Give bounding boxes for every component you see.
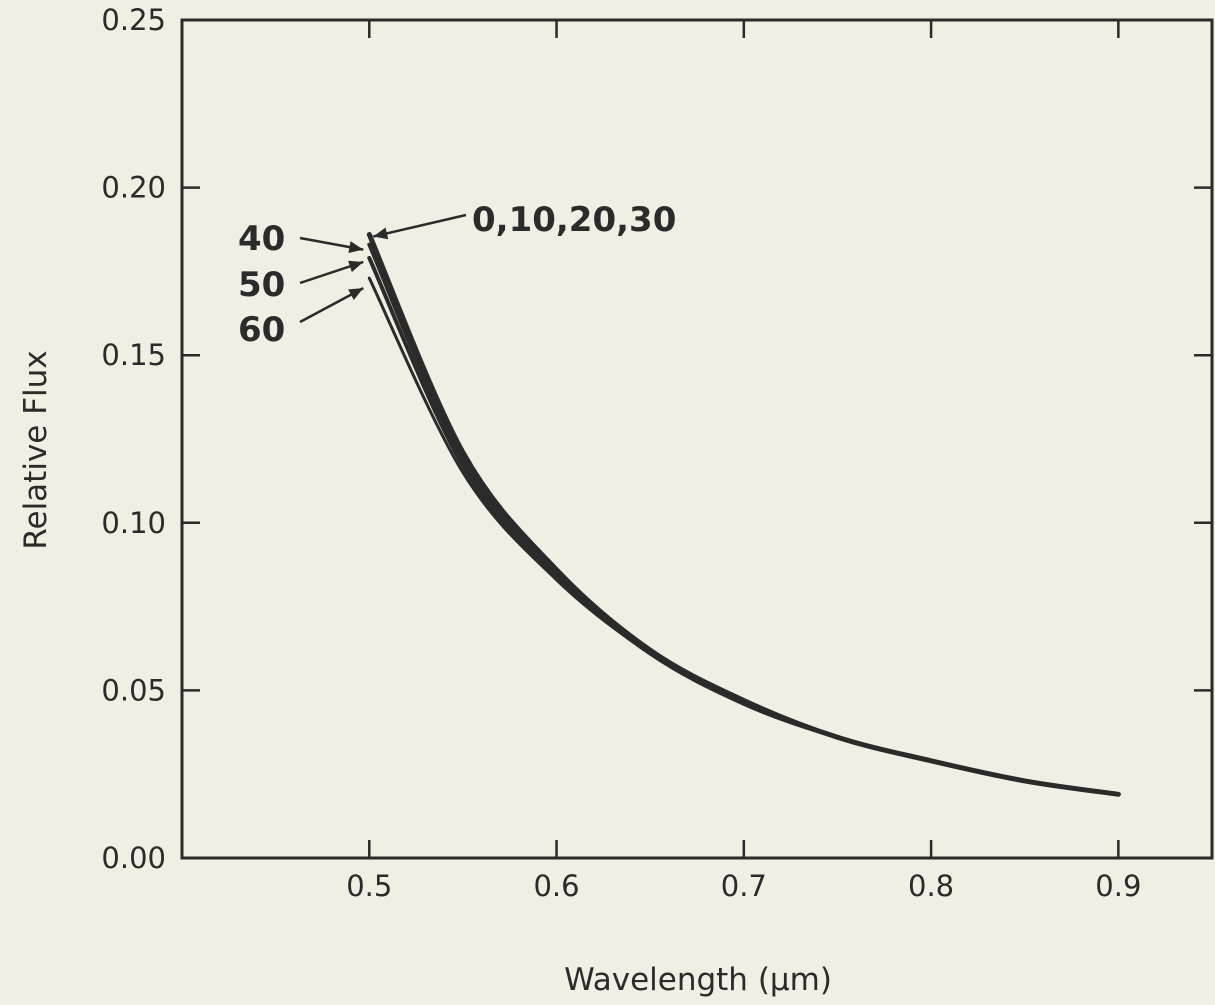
- label-40: 40: [238, 219, 285, 259]
- x-tick-label: 0.9: [1095, 869, 1141, 903]
- label-50: 50: [238, 265, 285, 305]
- y-tick-label: 0.20: [101, 171, 166, 205]
- x-tick-label: 0.5: [346, 869, 392, 903]
- arrow-50-head: [348, 260, 364, 273]
- series-line-60: [367, 276, 1120, 796]
- x-tick-label: 0.6: [533, 869, 579, 903]
- y-tick-label: 0.10: [101, 506, 166, 540]
- y-tick-label: 0.05: [101, 673, 166, 707]
- y-tick-label: 0.25: [101, 3, 166, 37]
- series-line-0-10-20-30: [366, 232, 1121, 797]
- tick-marks: [182, 18, 1212, 860]
- y-tick-label: 0.15: [101, 338, 166, 372]
- arrow-0-10-20-30-line: [372, 213, 467, 238]
- y-tick-label: 0.00: [101, 841, 166, 875]
- series-curves: [366, 232, 1121, 797]
- tick-labels: 0.5 0.6 0.7 0.8 0.9 0.00 0.05 0.10 0.15 0.20 0.25: [101, 3, 1141, 903]
- x-tick-label: 0.7: [721, 869, 767, 903]
- series-line-40: [367, 242, 1121, 797]
- series-line-50: [367, 256, 1121, 797]
- x-axis-title: Wavelength (μm): [564, 962, 832, 998]
- x-tick-label: 0.8: [908, 869, 954, 903]
- arrow-40-head: [348, 241, 364, 253]
- arrow-60-head: [348, 288, 364, 301]
- annotation-arrows: [299, 213, 467, 324]
- label-0-10-20-30: 0,10,20,30: [472, 200, 676, 240]
- arrow-0-10-20-30-head: [373, 227, 389, 240]
- y-axis-title: Relative Flux: [18, 350, 54, 549]
- plot-frame: [180, 18, 1214, 860]
- label-60: 60: [238, 310, 285, 350]
